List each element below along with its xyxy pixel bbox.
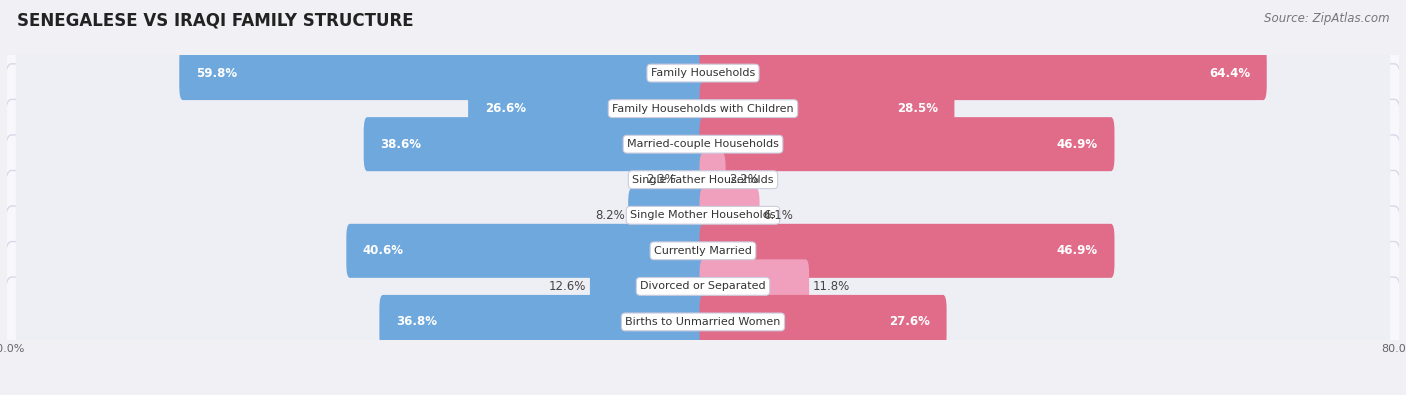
Text: 40.6%: 40.6% xyxy=(363,245,404,257)
Text: 12.6%: 12.6% xyxy=(550,280,586,293)
FancyBboxPatch shape xyxy=(15,78,1391,139)
FancyBboxPatch shape xyxy=(679,153,706,207)
Text: Family Households: Family Households xyxy=(651,68,755,78)
FancyBboxPatch shape xyxy=(628,188,706,242)
Text: 2.3%: 2.3% xyxy=(647,173,676,186)
Text: 36.8%: 36.8% xyxy=(396,316,437,328)
FancyBboxPatch shape xyxy=(4,64,1402,153)
Text: Source: ZipAtlas.com: Source: ZipAtlas.com xyxy=(1264,12,1389,25)
Text: Married-couple Households: Married-couple Households xyxy=(627,139,779,149)
FancyBboxPatch shape xyxy=(700,224,1115,278)
FancyBboxPatch shape xyxy=(15,220,1391,281)
FancyBboxPatch shape xyxy=(700,117,1115,171)
FancyBboxPatch shape xyxy=(4,100,1402,189)
FancyBboxPatch shape xyxy=(15,256,1391,317)
Text: 59.8%: 59.8% xyxy=(195,67,238,79)
FancyBboxPatch shape xyxy=(180,46,706,100)
FancyBboxPatch shape xyxy=(15,149,1391,210)
FancyBboxPatch shape xyxy=(700,153,725,207)
Text: 6.1%: 6.1% xyxy=(763,209,793,222)
Text: Currently Married: Currently Married xyxy=(654,246,752,256)
FancyBboxPatch shape xyxy=(15,43,1391,103)
FancyBboxPatch shape xyxy=(380,295,706,349)
FancyBboxPatch shape xyxy=(700,295,946,349)
FancyBboxPatch shape xyxy=(15,292,1391,352)
Text: Single Mother Households: Single Mother Households xyxy=(630,210,776,220)
Text: 28.5%: 28.5% xyxy=(897,102,938,115)
FancyBboxPatch shape xyxy=(4,206,1402,295)
Text: SENEGALESE VS IRAQI FAMILY STRUCTURE: SENEGALESE VS IRAQI FAMILY STRUCTURE xyxy=(17,12,413,30)
FancyBboxPatch shape xyxy=(700,188,759,242)
FancyBboxPatch shape xyxy=(15,185,1391,246)
FancyBboxPatch shape xyxy=(364,117,706,171)
FancyBboxPatch shape xyxy=(4,171,1402,260)
Text: 2.2%: 2.2% xyxy=(730,173,759,186)
Text: Single Father Households: Single Father Households xyxy=(633,175,773,185)
Text: Divorced or Separated: Divorced or Separated xyxy=(640,281,766,292)
Text: Family Households with Children: Family Households with Children xyxy=(612,103,794,114)
FancyBboxPatch shape xyxy=(346,224,706,278)
FancyBboxPatch shape xyxy=(4,135,1402,224)
Text: 8.2%: 8.2% xyxy=(595,209,624,222)
Text: Births to Unmarried Women: Births to Unmarried Women xyxy=(626,317,780,327)
FancyBboxPatch shape xyxy=(15,114,1391,175)
Text: 64.4%: 64.4% xyxy=(1209,67,1250,79)
Legend: Senegalese, Iraqi: Senegalese, Iraqi xyxy=(619,390,787,395)
FancyBboxPatch shape xyxy=(4,28,1402,118)
Text: 26.6%: 26.6% xyxy=(485,102,526,115)
Text: 27.6%: 27.6% xyxy=(889,316,929,328)
FancyBboxPatch shape xyxy=(700,260,808,313)
FancyBboxPatch shape xyxy=(4,277,1402,367)
Text: 46.9%: 46.9% xyxy=(1057,138,1098,150)
FancyBboxPatch shape xyxy=(4,242,1402,331)
Text: 11.8%: 11.8% xyxy=(813,280,849,293)
FancyBboxPatch shape xyxy=(700,82,955,135)
Text: 46.9%: 46.9% xyxy=(1057,245,1098,257)
FancyBboxPatch shape xyxy=(468,82,706,135)
Text: 38.6%: 38.6% xyxy=(380,138,422,150)
FancyBboxPatch shape xyxy=(700,46,1267,100)
FancyBboxPatch shape xyxy=(591,260,706,313)
